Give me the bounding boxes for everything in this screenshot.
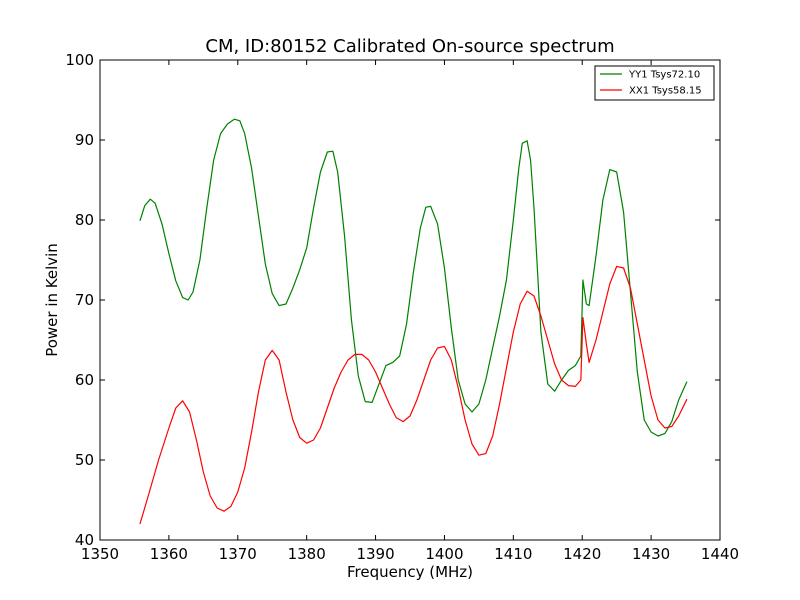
x-tick-label: 1370 [219,545,257,563]
series-line-2 [139,265,688,525]
x-tick-label: 1420 [563,545,601,563]
y-tick-label: 80 [75,211,94,229]
x-tick-label: 1410 [494,545,532,563]
chart-title: CM, ID:80152 Calibrated On-source spectr… [205,36,614,57]
y-tick-label: 40 [75,531,94,549]
x-tick-label: 1360 [150,545,188,563]
series-line-1 [139,118,688,437]
y-tick-label: 70 [75,291,94,309]
y-tick-label: 100 [65,51,94,69]
x-tick-label: 1390 [356,545,394,563]
x-tick-label: 1380 [288,545,326,563]
y-tick-label: 90 [75,131,94,149]
y-tick-label: 50 [75,451,94,469]
x-axis-ticks: 1350 1360 1370 1380 1390 1400 1410 1420 1430 1440 [81,60,739,563]
x-tick-label: 1440 [701,545,739,563]
x-tick-label: 1350 [81,545,119,563]
legend-label-1: YY1 Tsys72.10 [628,70,700,81]
legend: YY1 Tsys72.10 XX1 Tsys58.15 [594,65,715,101]
x-tick-label: 1400 [425,545,463,563]
series-layer [139,118,688,525]
y-axis-label: Power in Kelvin [43,243,61,357]
legend-box [594,65,715,101]
y-tick-label: 60 [75,371,94,389]
y-axis-ticks: 40 50 60 70 80 90 100 [65,51,720,549]
legend-label-2: XX1 Tsys58.15 [629,86,702,97]
x-tick-label: 1430 [632,545,670,563]
x-axis-label: Frequency (MHz) [347,563,473,581]
